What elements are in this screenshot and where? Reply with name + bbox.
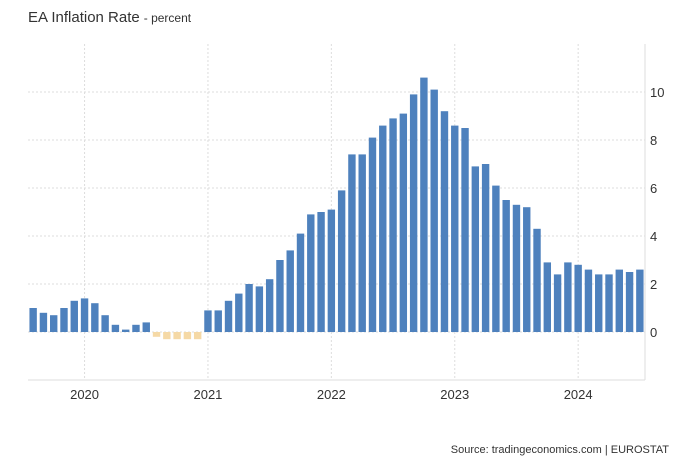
bar [60,308,68,332]
bar [564,262,572,332]
bar [379,125,387,332]
bar [121,329,130,332]
y-tick-label: 8 [650,133,657,148]
x-tick-label: 2021 [193,387,222,402]
x-tick-label: 2024 [564,387,593,402]
bar [399,113,408,332]
bar [553,274,562,332]
bar [440,111,449,332]
y-tick-label: 6 [650,181,657,196]
bar [327,209,336,332]
bar [70,300,78,332]
bar-series [29,77,644,340]
bar [625,272,634,332]
bar [296,233,305,332]
bar [615,269,623,332]
bar [461,128,469,332]
x-axis: 2020 2021 2022 2023 2024 [28,379,645,402]
bar [523,207,531,332]
bar [492,185,500,332]
bar [245,284,253,332]
bar [163,332,171,340]
bar [29,308,37,332]
bar [214,310,222,332]
bar [533,228,541,332]
bar [152,332,161,337]
grid-lines [28,44,645,380]
bar [595,274,603,332]
y-tick-label: 10 [650,85,664,100]
bar [132,324,140,332]
bar [409,94,418,333]
bar [358,154,366,332]
y-axis: 0 2 4 6 8 10 [644,44,664,380]
bar [543,262,552,332]
bar [451,125,459,332]
bar [265,279,274,332]
bar [111,324,120,332]
bar [50,315,58,332]
bar [337,190,346,332]
bar [420,77,428,332]
bar [317,212,325,332]
bar [348,154,356,332]
bar [389,118,397,333]
bar [512,204,521,332]
x-tick-label: 2023 [440,387,469,402]
x-tick-label: 2020 [70,387,99,402]
chart-title: EA Inflation Rate [28,9,140,26]
y-tick-label: 0 [650,325,657,340]
bar [173,332,181,340]
bar [142,322,150,332]
bar [235,293,243,332]
bar [636,269,644,332]
bar [502,200,510,332]
bar [193,332,202,340]
bar [255,286,264,332]
bar [584,269,593,332]
bar [183,332,192,340]
y-tick-label: 2 [650,277,657,292]
bar [80,298,89,332]
chart-subtitle: - percent [143,11,192,25]
x-tick-label: 2022 [317,387,346,402]
chart-title-block: EA Inflation Rate - percent [28,9,191,27]
bar [224,300,233,332]
bar [204,310,212,332]
bar [471,166,480,332]
bar [430,89,438,332]
bar [307,214,315,332]
y-tick-label: 4 [650,229,657,244]
bar [368,137,377,332]
bar [39,312,48,332]
bar [286,250,294,332]
bar [276,260,284,332]
bar [101,315,109,332]
bar [605,274,613,332]
bar [574,264,582,332]
source-note: Source: tradingeconomics.com | EUROSTAT [450,444,669,456]
bar [481,164,490,332]
bar [91,303,99,332]
